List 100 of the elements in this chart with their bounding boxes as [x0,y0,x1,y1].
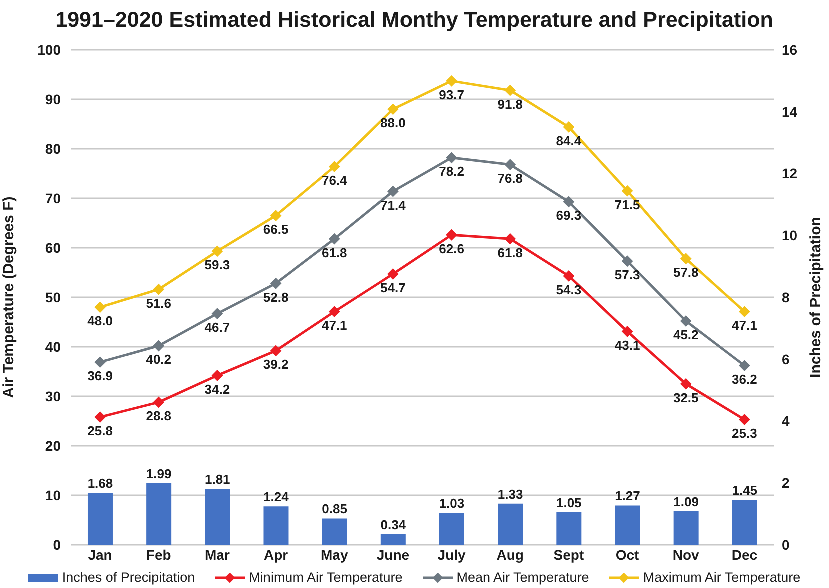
point [446,76,458,87]
data-label: 46.7 [204,320,230,336]
x-tick-label: May [321,546,348,563]
x-tick-label: Aug [496,546,524,563]
point [270,278,282,290]
bar [556,512,582,545]
x-tick-label: Nov [672,546,700,563]
point [680,316,692,327]
point [270,345,282,356]
point [388,186,399,198]
x-tick-label: Oct [616,546,640,563]
point [680,253,692,264]
point [563,122,574,133]
point [94,302,106,313]
bar [615,506,640,545]
y2-tick-label: 2 [782,475,790,492]
data-label: 32.5 [673,390,699,406]
point [446,230,458,241]
point [680,378,692,390]
data-label: 36.2 [732,372,758,388]
data-label: 59.3 [204,258,230,273]
data-label: 54.7 [380,280,406,296]
data-label: 25.8 [88,424,113,439]
point [504,234,516,245]
point [329,161,340,172]
point [212,246,223,257]
bar [146,483,172,545]
data-label: 1.33 [498,486,524,502]
bar [380,534,406,545]
bar [498,504,524,545]
point [622,186,634,197]
data-label: 1.09 [674,494,699,510]
x-tick-label: Feb [146,546,172,563]
y2-tick-label: 6 [782,351,790,368]
data-label: 71.4 [380,198,407,213]
point [739,306,750,318]
point [153,284,164,296]
legend-label: Maximum Air Temperature [643,570,801,585]
point [329,306,340,318]
data-label: 51.6 [146,296,172,311]
data-label: 0.34 [380,517,407,532]
point [153,340,164,352]
y-tick-label: 40 [45,338,62,355]
data-label: 45.2 [673,327,699,342]
y2-tick-label: 16 [782,42,798,58]
data-label: 66.5 [263,222,289,238]
y-tick-label: 90 [45,91,62,108]
legend-label: Mean Air Temperature [456,570,590,585]
point [622,256,634,267]
data-label: 1.27 [615,488,640,504]
data-label: 76.4 [322,173,348,188]
y-axis-title: Air Temperature (Degrees F) [0,196,18,398]
data-label: 40.2 [146,352,172,368]
legend-label: Minimum Air Temperature [249,570,403,585]
bar [205,489,230,545]
data-label: 1.68 [88,476,114,492]
point [388,104,399,115]
data-label: 28.8 [146,408,172,424]
bar [264,506,289,545]
data-label: 93.7 [439,87,464,102]
y-tick-label: 60 [45,240,62,256]
y2-axis-title: Inches of Precipitation [807,217,824,378]
point [94,356,106,368]
point [504,159,516,170]
data-label: 91.8 [498,96,524,112]
x-tick-label: Jan [88,546,112,563]
x-tick-label: Sept [554,546,584,563]
point [329,234,340,245]
data-label: 62.6 [439,241,464,256]
point [739,414,750,426]
x-tick-label: June [376,546,410,563]
data-label: 1.24 [264,490,290,505]
bar [439,513,464,545]
point [563,270,574,282]
data-label: 61.8 [498,245,524,260]
data-label: 1.99 [146,466,172,482]
bar [732,500,758,545]
data-label: 1.81 [205,472,230,488]
data-label: 52.8 [263,290,289,305]
bar [674,511,699,545]
data-label: 47.1 [732,318,758,334]
data-label: 61.8 [322,245,348,260]
data-label: 36.9 [88,368,113,384]
y-tick-label: 100 [38,42,62,58]
point [212,308,223,320]
point [504,85,516,96]
y-tick-label: 70 [45,190,62,206]
x-tick-label: Dec [732,546,758,563]
point [270,210,282,222]
x-tick-label: July [438,546,466,563]
data-label: 57.3 [614,268,640,283]
point [622,326,634,338]
data-label: 47.1 [322,318,348,334]
legend-label: Inches of Precipitation [62,570,196,585]
y2-tick-label: 10 [782,228,798,244]
data-label: 39.2 [263,357,289,372]
y2-tick-label: 8 [782,289,790,306]
data-label: 71.5 [614,197,640,212]
x-tick-label: Mar [205,546,230,563]
y-tick-label: 0 [53,536,62,553]
